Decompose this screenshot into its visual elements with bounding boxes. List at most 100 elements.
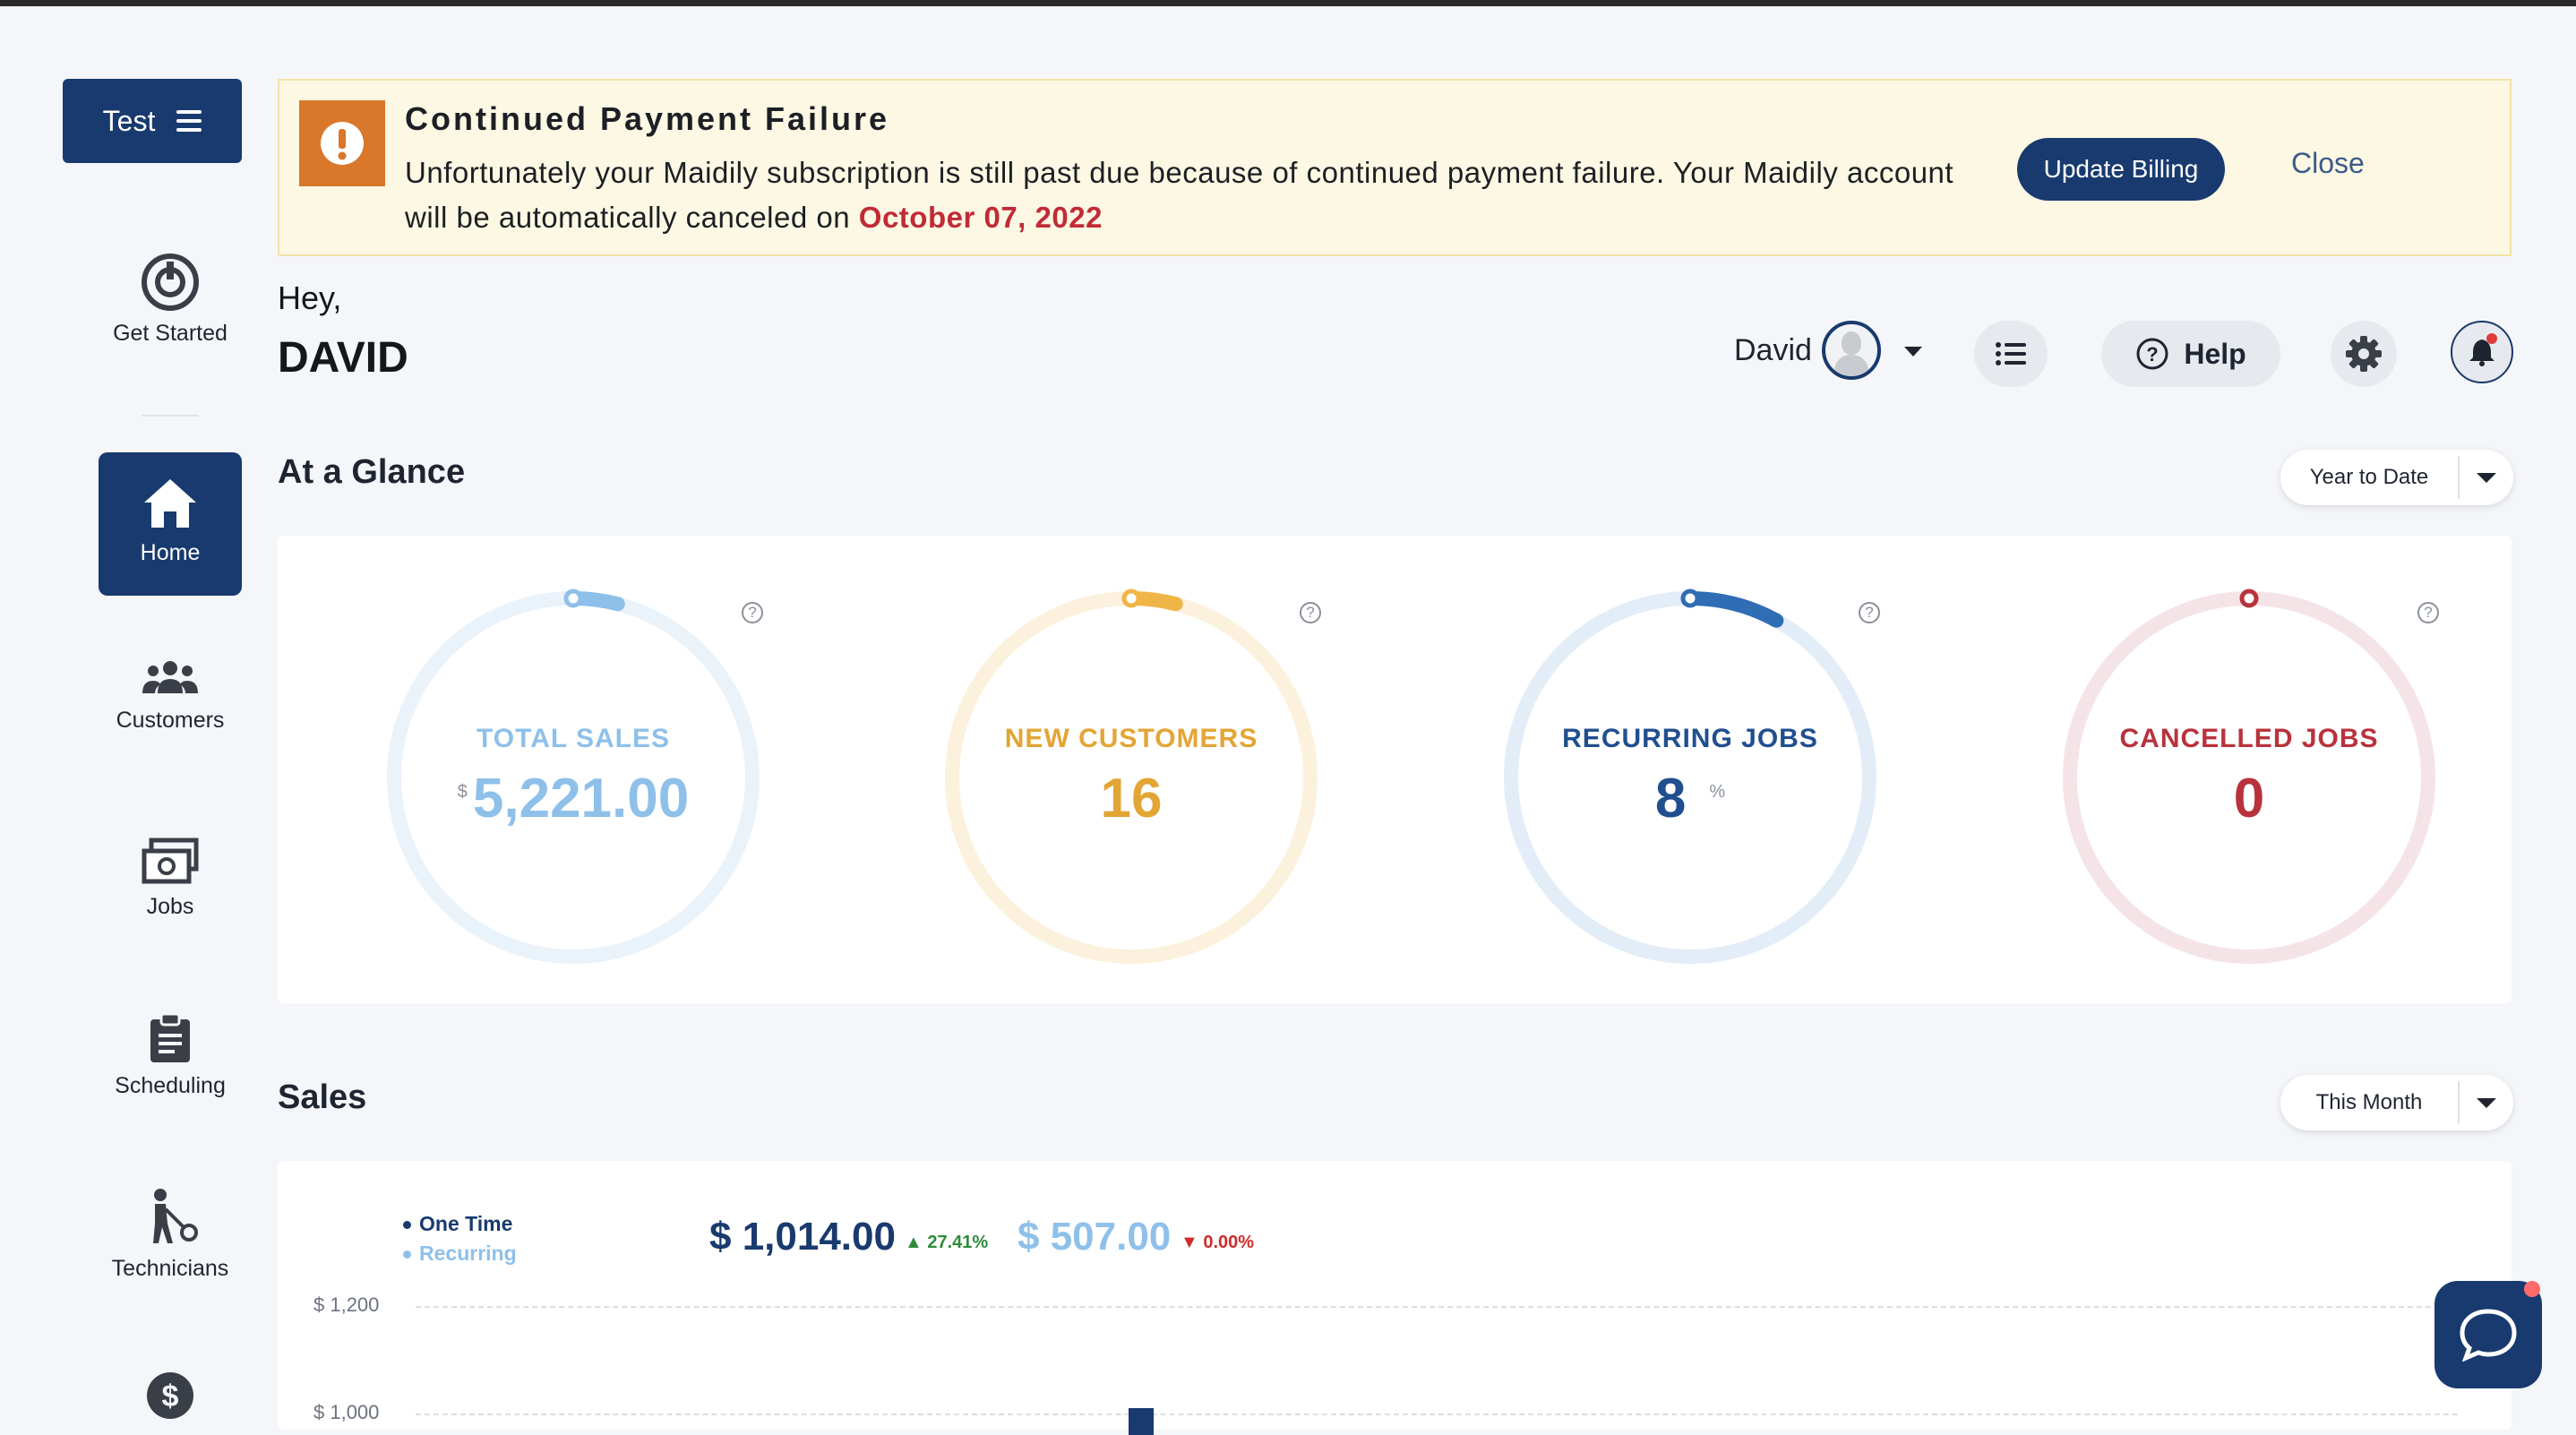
bell-icon (2469, 339, 2494, 366)
gauge-cancelled-jobs: CANCELLED JOBS 0 (2052, 580, 2446, 975)
legend-label: One Time (419, 1212, 513, 1235)
cancel-date: October 07, 2022 (858, 201, 1103, 234)
exclamation-icon (299, 100, 385, 186)
gauge-knob (1121, 589, 1141, 608)
sidebar-item-label: Customers (116, 708, 225, 733)
window-top-bar (0, 0, 2576, 6)
svg-text:$: $ (162, 1379, 179, 1414)
gauge-face (405, 609, 742, 946)
home-icon (144, 479, 196, 528)
greeting-text: Hey, (278, 279, 342, 316)
legend-item-recurring[interactable]: Recurring (403, 1239, 517, 1268)
clipboard-icon (150, 1012, 190, 1062)
one-time-change-value: 27.41% (927, 1233, 989, 1252)
gauge-label: CANCELLED JOBS (2119, 724, 2379, 753)
question-icon: ? (2136, 338, 2168, 370)
recurring-change: ▼ 0.00% (1181, 1233, 1254, 1253)
payment-failure-alert: Continued Payment Failure Unfortunately … (278, 79, 2512, 256)
gauge-value: 0 (2052, 767, 2446, 830)
legend-label: Recurring (419, 1242, 517, 1265)
sales-range-label: This Month (2315, 1090, 2423, 1114)
chat-button[interactable] (2434, 1281, 2542, 1388)
legend-item-one-time[interactable]: One Time (403, 1209, 517, 1239)
sidebar-item-billing[interactable]: $ (99, 1371, 242, 1430)
help-label: Help (2184, 337, 2246, 370)
gauge-face (2081, 609, 2417, 946)
avatar[interactable] (1822, 321, 1881, 380)
glance-card: TOTAL SALES $5,221.00? NEW CUSTOMERS 16? REC… (278, 536, 2512, 1003)
gauge-label: NEW CUSTOMERS (1004, 724, 1258, 753)
chevron-down-icon (2460, 472, 2513, 483)
gauge-value: 8% (1493, 767, 1887, 830)
menu-toggle-button[interactable]: Test (63, 79, 242, 163)
chat-icon (2460, 1309, 2517, 1362)
gauge-number: 5,221.00 (472, 768, 690, 829)
y-tick-label: $ 1,200 (313, 1293, 380, 1316)
users-icon (142, 661, 198, 693)
jobs-icon (142, 838, 199, 884)
notification-badge (2486, 333, 2497, 344)
hamburger-icon (176, 110, 202, 132)
gridline (416, 1414, 2458, 1415)
update-billing-button[interactable]: Update Billing (2017, 138, 2225, 201)
one-time-amount: $ 1,014.00 (709, 1215, 896, 1259)
chevron-down-icon[interactable] (1904, 347, 1922, 357)
gauge-knob (1680, 589, 1700, 608)
help-tooltip-icon[interactable]: ? (742, 602, 763, 623)
one-time-bar (1129, 1408, 1154, 1435)
sidebar-divider (142, 415, 199, 417)
sidebar-item-label: Home (140, 540, 201, 565)
gear-icon (2346, 336, 2382, 372)
gauge-ring (1504, 589, 1876, 964)
help-tooltip-icon[interactable]: ? (1859, 602, 1880, 623)
gauge-ring (387, 589, 760, 964)
svg-text:?: ? (2147, 343, 2159, 365)
list-icon (1996, 342, 2026, 365)
sidebar-item-label: Jobs (146, 894, 194, 919)
currency-prefix: $ (457, 782, 468, 803)
sidebar-item-technicians[interactable]: Technicians (99, 1188, 242, 1282)
one-time-change: ▲ 27.41% (905, 1233, 988, 1253)
sidebar-item-home[interactable]: Home (99, 452, 242, 596)
sidebar-item-get-started[interactable]: Get Started (99, 253, 242, 347)
help-button[interactable]: ? Help (2101, 321, 2280, 387)
user-name[interactable]: David (1734, 333, 1812, 367)
sidebar-item-customers[interactable]: Customers (99, 659, 242, 734)
power-icon (142, 253, 199, 311)
gauge-value: $5,221.00 (376, 767, 770, 830)
settings-button[interactable] (2331, 321, 2397, 387)
gauge-label: RECURRING JOBS (1562, 724, 1818, 753)
sales-range-dropdown[interactable]: This Month (2280, 1075, 2513, 1130)
recurring-amount: $ 507.00 (1018, 1215, 1172, 1259)
alert-message: Unfortunately your Maidily subscription … (405, 150, 1963, 240)
gauge-ring (945, 589, 1318, 964)
y-tick-label: $ 1,000 (313, 1401, 380, 1423)
brand-label: Test (102, 104, 156, 137)
sales-legend: One Time Recurring (403, 1209, 517, 1268)
sidebar-item-label: Technicians (111, 1256, 229, 1281)
gauge-new-customers: NEW CUSTOMERS 16 (934, 580, 1328, 975)
sidebar-item-label: Scheduling (115, 1073, 226, 1098)
glance-title: At a Glance (278, 453, 466, 491)
help-tooltip-icon[interactable]: ? (2417, 602, 2439, 623)
sidebar-item-jobs[interactable]: Jobs (99, 837, 242, 920)
gauge-number: 8 (1654, 768, 1687, 829)
close-alert-link[interactable]: Close (2291, 147, 2365, 179)
recurring-change-value: 0.00% (1203, 1233, 1255, 1252)
gauge-label: TOTAL SALES (476, 724, 671, 753)
gauge-knob (2239, 589, 2259, 608)
gauge-face (1522, 609, 1859, 946)
gauge-value: 16 (934, 767, 1328, 830)
gridline (416, 1306, 2458, 1308)
technician-icon (153, 1189, 198, 1243)
list-view-button[interactable] (1974, 321, 2048, 387)
glance-range-dropdown[interactable]: Year to Date (2280, 450, 2513, 505)
gauge-number: 16 (1100, 768, 1163, 829)
chat-badge (2524, 1281, 2540, 1297)
sidebar-item-scheduling[interactable]: Scheduling (99, 1012, 242, 1099)
alert-title: Continued Payment Failure (405, 100, 890, 137)
notifications-button[interactable] (2451, 321, 2513, 383)
sales-title: Sales (278, 1078, 367, 1116)
help-tooltip-icon[interactable]: ? (1300, 602, 1321, 623)
gauge-face (963, 609, 1300, 946)
